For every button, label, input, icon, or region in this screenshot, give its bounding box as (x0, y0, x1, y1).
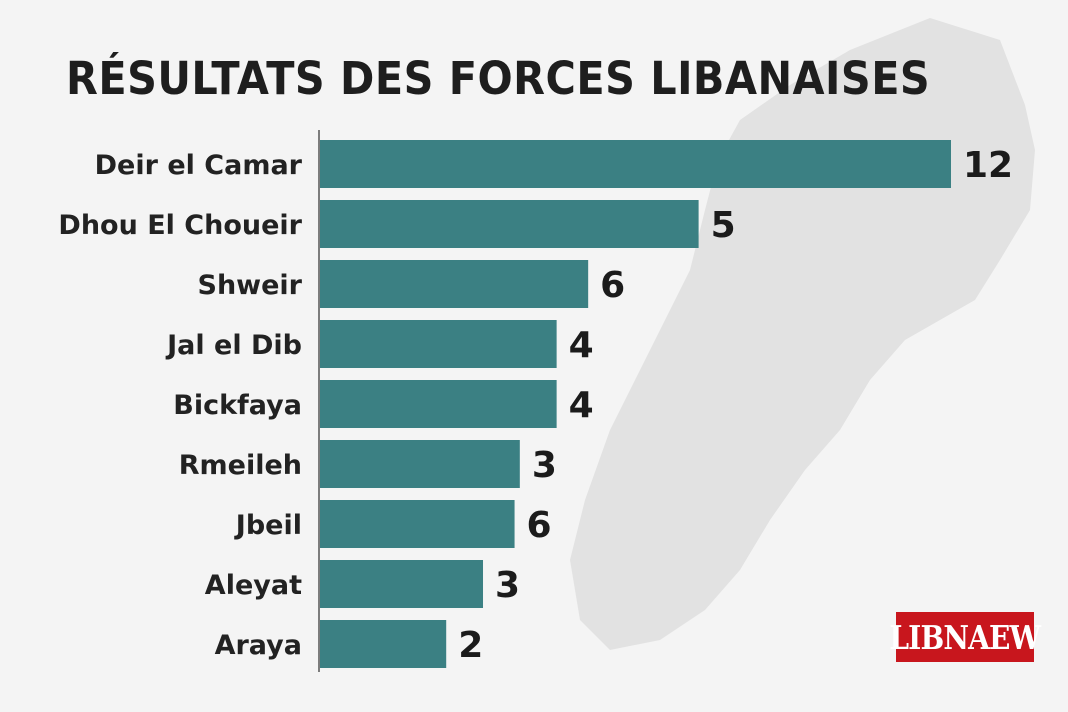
libnaew-logo: LIBNAEW (890, 612, 1041, 662)
value-label: 6 (527, 505, 552, 546)
chart-title: RÉSULTATS DES FORCES LIBANAISES (66, 52, 931, 105)
value-label: 4 (569, 385, 594, 426)
bar-5 (320, 440, 520, 488)
category-label: Shweir (198, 270, 303, 301)
bar-0 (320, 140, 951, 188)
value-label: 12 (963, 145, 1013, 186)
bar-7 (320, 560, 484, 608)
value-label: 2 (458, 625, 483, 666)
category-label: Aleyat (205, 570, 302, 601)
logo-text: LIBNAEW (889, 617, 1042, 657)
value-label: 5 (711, 205, 736, 246)
bar-2 (320, 260, 589, 308)
bar-6 (320, 500, 515, 548)
value-label: 6 (600, 265, 625, 306)
bar-1 (320, 200, 699, 248)
category-label: Jal el Dib (165, 330, 302, 361)
bar-8 (320, 620, 447, 668)
bar-4 (320, 380, 557, 428)
value-label: 3 (495, 565, 520, 606)
category-label: Araya (215, 630, 302, 661)
category-label: Dhou El Choueir (58, 210, 302, 241)
value-label: 3 (532, 445, 557, 486)
category-label: Bickfaya (173, 390, 302, 421)
bars-group: Deir el Camar 12 Dhou El Choueir 5 Shweir 6 Ja… (58, 140, 1013, 668)
category-label: Rmeileh (179, 450, 302, 481)
category-label: Deir el Camar (95, 150, 303, 181)
bar-3 (320, 320, 557, 368)
category-label: Jbeil (234, 510, 302, 541)
value-label: 4 (569, 325, 594, 366)
